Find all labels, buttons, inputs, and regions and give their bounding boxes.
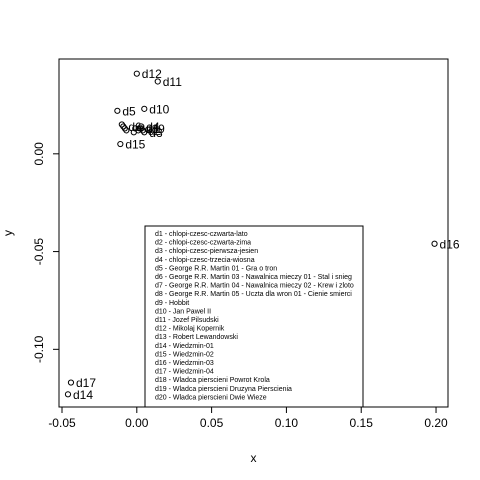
data-point-d17: [67, 379, 75, 386]
point-label-d5: d5: [122, 104, 136, 118]
x-tick-label: 0.20: [424, 416, 448, 430]
x-tick-label: 0.05: [200, 416, 224, 430]
legend-entry: d4 - chlopi-czesc-trzecia-wiosna: [155, 257, 255, 264]
data-point-d9: [118, 121, 125, 128]
data-point-d3: [141, 129, 148, 136]
legend-entry: d11 - Jozef Pilsudski: [155, 317, 219, 324]
legend-entry: d15 - Wiedzmin-02: [155, 351, 214, 358]
legend-entry: d9 - Hobbit: [155, 300, 189, 307]
x-tick-label: 0.10: [275, 416, 299, 430]
axes: -0.05 0.00 0.05 0.10 0.15 0.20 0.00 -0.05 -0.10: [32, 142, 448, 430]
legend-entry: d12 - Mikolaj Kopernik: [155, 326, 225, 333]
legend-entry: d6 - George R.R. Martin 03 - Nawalnica m…: [155, 274, 352, 281]
data-point-d10: [141, 105, 148, 112]
legend-entry: d1 - chlopi-czesc-czwarta-lato: [155, 231, 248, 238]
legend-entry: d13 - Robert Lewandowski: [155, 334, 238, 341]
point-label-d14: d14: [73, 388, 93, 402]
legend-entry: d10 - Jan Pawel II: [155, 308, 211, 315]
data-point-d15: [117, 140, 124, 148]
point-label-d2: d2: [148, 124, 162, 138]
y-tick-label: -0.05: [32, 238, 46, 266]
legend-entry: d18 - Wladca pierscieni Powrot Krola: [155, 377, 270, 384]
x-tick-label: -0.05: [48, 416, 76, 430]
x-tick-label: 0.15: [350, 416, 374, 430]
point-label-d4: d4: [146, 120, 160, 134]
legend-entry: d5 - George R.R. Martin 01 - Gra o tron: [155, 265, 277, 272]
data-point-d11: [154, 78, 161, 85]
data-point-d12: [133, 70, 140, 77]
x-axis-label: x: [251, 451, 257, 465]
point-label-d1: d1: [146, 122, 160, 136]
legend-entry: d17 - Wiedzmin-04: [155, 369, 214, 376]
legend-entry: d7 - George R.R. Martin 04 - Nawalnica m…: [155, 283, 354, 290]
y-tick-label: -0.10: [32, 335, 46, 363]
data-point-d20: [132, 125, 139, 132]
data-point-d5: [114, 107, 121, 114]
data-point-d8: [121, 125, 128, 132]
point-label-d19: d19: [145, 122, 165, 136]
data-point-d16: [431, 240, 438, 247]
legend-box: [144, 225, 364, 408]
point-label-d11: d11: [163, 75, 182, 89]
x-tick-label: 0.00: [125, 416, 149, 430]
point-label-d15: d15: [125, 138, 145, 152]
point-label-d17: d17: [76, 376, 96, 390]
y-tick-label: 0.00: [32, 142, 46, 166]
point-label-d16: d16: [440, 237, 460, 251]
point-label-d10: d10: [149, 102, 169, 116]
legend: d1 - chlopi-czesc-czwarta-lato d2 - chlop…: [144, 225, 364, 408]
data-point-d19: [136, 125, 143, 132]
point-label-d3: d3: [149, 126, 163, 140]
legend-entry: d3 - chlopi-czesc-pierwsza-jesien: [155, 248, 258, 255]
data-point-d14: [64, 391, 72, 398]
legend-entry: d19 - Wladca pierscieni Druzyna Pierscie…: [155, 386, 292, 393]
legend-entry: d14 - Wiedzmin-01: [155, 343, 214, 350]
legend-entry: d8 - George R.R. Martin 05 - Uczta dla w…: [155, 291, 352, 298]
legend-entry: d16 - Wiedzmin-03: [155, 360, 214, 367]
y-axis-label: y: [1, 230, 15, 236]
point-label-d12: d12: [142, 67, 162, 81]
legend-entry: d20 - Wladca pierscieni Dwie Wieze: [155, 394, 267, 401]
legend-entry: d2 - chlopi-czesc-czwarta-zima: [155, 240, 251, 247]
